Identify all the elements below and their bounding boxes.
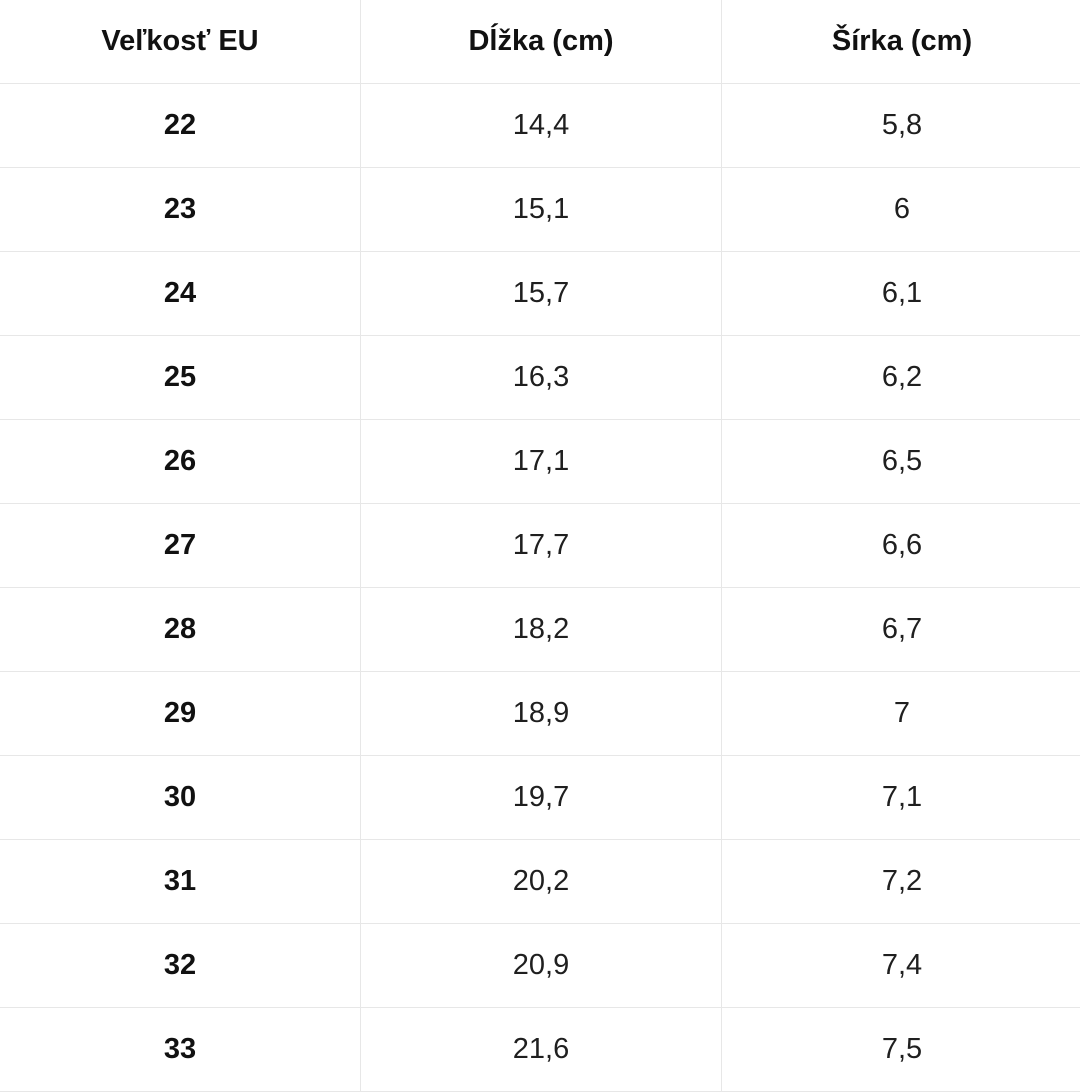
cell-size-eu: 22 [0,84,361,168]
table-row: 30 19,7 7,1 [0,756,1080,840]
cell-size-eu: 33 [0,1008,361,1092]
cell-length-cm: 19,7 [361,756,722,840]
cell-size-eu: 32 [0,924,361,1008]
cell-width-cm: 7 [722,672,1080,756]
table-row: 31 20,2 7,2 [0,840,1080,924]
cell-length-cm: 17,7 [361,504,722,588]
cell-width-cm: 6,7 [722,588,1080,672]
cell-size-eu: 26 [0,420,361,504]
cell-size-eu: 28 [0,588,361,672]
table-row: 22 14,4 5,8 [0,84,1080,168]
cell-width-cm: 6,1 [722,252,1080,336]
cell-width-cm: 6,2 [722,336,1080,420]
cell-size-eu: 23 [0,168,361,252]
column-header-width-cm: Šírka (cm) [722,0,1080,84]
cell-length-cm: 20,9 [361,924,722,1008]
cell-width-cm: 5,8 [722,84,1080,168]
cell-width-cm: 6,6 [722,504,1080,588]
column-header-size-eu: Veľkosť EU [0,0,361,84]
header-row: Veľkosť EU Dĺžka (cm) Šírka (cm) [0,0,1080,84]
cell-length-cm: 20,2 [361,840,722,924]
table-row: 26 17,1 6,5 [0,420,1080,504]
table-row: 32 20,9 7,4 [0,924,1080,1008]
table-header: Veľkosť EU Dĺžka (cm) Šírka (cm) [0,0,1080,84]
cell-width-cm: 7,2 [722,840,1080,924]
table-row: 33 21,6 7,5 [0,1008,1080,1092]
table-row: 25 16,3 6,2 [0,336,1080,420]
table-row: 29 18,9 7 [0,672,1080,756]
table-row: 23 15,1 6 [0,168,1080,252]
table-body: 22 14,4 5,8 23 15,1 6 24 15,7 6,1 25 16,… [0,84,1080,1092]
cell-length-cm: 15,1 [361,168,722,252]
table-row: 28 18,2 6,7 [0,588,1080,672]
cell-length-cm: 17,1 [361,420,722,504]
column-header-length-cm: Dĺžka (cm) [361,0,722,84]
cell-size-eu: 25 [0,336,361,420]
cell-length-cm: 18,2 [361,588,722,672]
cell-width-cm: 6,5 [722,420,1080,504]
cell-size-eu: 30 [0,756,361,840]
cell-size-eu: 29 [0,672,361,756]
cell-width-cm: 7,1 [722,756,1080,840]
cell-length-cm: 18,9 [361,672,722,756]
cell-width-cm: 6 [722,168,1080,252]
cell-size-eu: 24 [0,252,361,336]
table-row: 27 17,7 6,6 [0,504,1080,588]
cell-width-cm: 7,4 [722,924,1080,1008]
table-row: 24 15,7 6,1 [0,252,1080,336]
cell-size-eu: 27 [0,504,361,588]
cell-length-cm: 15,7 [361,252,722,336]
cell-size-eu: 31 [0,840,361,924]
cell-length-cm: 16,3 [361,336,722,420]
cell-length-cm: 14,4 [361,84,722,168]
cell-length-cm: 21,6 [361,1008,722,1092]
cell-width-cm: 7,5 [722,1008,1080,1092]
